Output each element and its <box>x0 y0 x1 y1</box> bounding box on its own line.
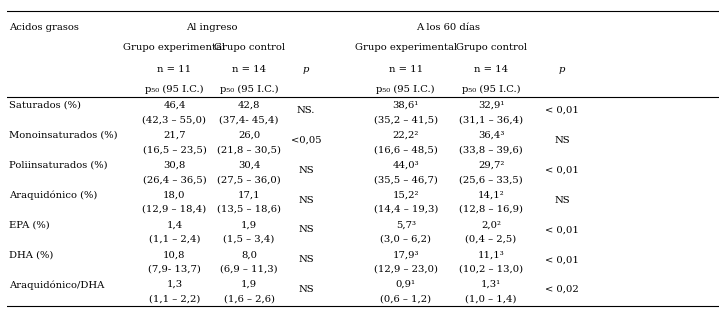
Text: (12,9 – 18,4): (12,9 – 18,4) <box>142 205 207 214</box>
Text: (37,4- 45,4): (37,4- 45,4) <box>219 115 279 124</box>
Text: (7,9- 13,7): (7,9- 13,7) <box>148 265 201 274</box>
Text: A los 60 días: A los 60 días <box>417 23 481 32</box>
Text: p₅₀ (95 I.C.): p₅₀ (95 I.C.) <box>462 85 521 94</box>
Text: (1,1 – 2,4): (1,1 – 2,4) <box>149 235 200 244</box>
Text: (12,9 – 23,0): (12,9 – 23,0) <box>374 265 438 274</box>
Text: n = 14: n = 14 <box>474 65 508 74</box>
Text: < 0,01: < 0,01 <box>545 166 579 175</box>
Text: n = 14: n = 14 <box>232 65 266 74</box>
Text: 1,9: 1,9 <box>241 280 257 289</box>
Text: (26,4 – 36,5): (26,4 – 36,5) <box>142 175 206 184</box>
Text: (16,5 – 23,5): (16,5 – 23,5) <box>142 145 206 154</box>
Text: < 0,01: < 0,01 <box>545 226 579 234</box>
Text: (3,0 – 6,2): (3,0 – 6,2) <box>380 235 431 244</box>
Text: (31,1 – 36,4): (31,1 – 36,4) <box>459 115 523 124</box>
Text: (0,6 – 1,2): (0,6 – 1,2) <box>380 295 431 303</box>
Text: Saturados (%): Saturados (%) <box>9 101 81 110</box>
Text: (27,5 – 36,0): (27,5 – 36,0) <box>217 175 281 184</box>
Text: (10,2 – 13,0): (10,2 – 13,0) <box>459 265 523 274</box>
Text: 11,1³: 11,1³ <box>478 250 505 259</box>
Text: p₅₀ (95 I.C.): p₅₀ (95 I.C.) <box>145 85 204 94</box>
Text: 30,8: 30,8 <box>163 161 186 170</box>
Text: 36,4³: 36,4³ <box>478 131 505 140</box>
Text: 17,9³: 17,9³ <box>393 250 419 259</box>
Text: p₅₀ (95 I.C.): p₅₀ (95 I.C.) <box>220 85 279 94</box>
Text: EPA (%): EPA (%) <box>9 220 50 229</box>
Text: (35,2 – 41,5): (35,2 – 41,5) <box>374 115 438 124</box>
Text: 8,0: 8,0 <box>241 250 257 259</box>
Text: Grupo experimental: Grupo experimental <box>123 43 226 52</box>
Text: 38,6¹: 38,6¹ <box>393 101 419 110</box>
Text: 2,0²: 2,0² <box>481 220 501 229</box>
Text: 1,3¹: 1,3¹ <box>481 280 501 289</box>
Text: 10,8: 10,8 <box>163 250 186 259</box>
Text: Al ingreso: Al ingreso <box>186 23 237 32</box>
Text: p: p <box>559 65 566 74</box>
Text: (25,6 – 33,5): (25,6 – 33,5) <box>459 175 523 184</box>
Text: (1,0 – 1,4): (1,0 – 1,4) <box>465 295 517 303</box>
Text: 17,1: 17,1 <box>238 191 261 200</box>
Text: (14,4 – 19,3): (14,4 – 19,3) <box>373 205 438 214</box>
Text: (6,9 – 11,3): (6,9 – 11,3) <box>221 265 278 274</box>
Text: DHA (%): DHA (%) <box>9 250 54 259</box>
Text: 1,4: 1,4 <box>166 220 182 229</box>
Text: p: p <box>303 65 309 74</box>
Text: Poliinsaturados (%): Poliinsaturados (%) <box>9 161 108 170</box>
Text: Grupo control: Grupo control <box>456 43 526 52</box>
Text: 26,0: 26,0 <box>238 131 261 140</box>
Text: 21,7: 21,7 <box>163 131 186 140</box>
Text: NS: NS <box>298 166 314 175</box>
Text: 44,0³: 44,0³ <box>392 161 419 170</box>
Text: 15,2²: 15,2² <box>393 191 419 200</box>
Text: 46,4: 46,4 <box>163 101 186 110</box>
Text: (21,8 – 30,5): (21,8 – 30,5) <box>217 145 281 154</box>
Text: (16,6 – 48,5): (16,6 – 48,5) <box>374 145 438 154</box>
Text: (42,3 – 55,0): (42,3 – 55,0) <box>142 115 206 124</box>
Text: (13,5 – 18,6): (13,5 – 18,6) <box>217 205 281 214</box>
Text: (35,5 – 46,7): (35,5 – 46,7) <box>374 175 438 184</box>
Text: 42,8: 42,8 <box>238 101 261 110</box>
Text: n = 11: n = 11 <box>158 65 192 74</box>
Text: (1,6 – 2,6): (1,6 – 2,6) <box>224 295 274 303</box>
Text: < 0,02: < 0,02 <box>545 285 579 294</box>
Text: NS: NS <box>555 136 570 145</box>
Text: 30,4: 30,4 <box>238 161 261 170</box>
Text: NS: NS <box>298 196 314 204</box>
Text: 1,9: 1,9 <box>241 220 257 229</box>
Text: <0,05: <0,05 <box>291 136 322 145</box>
Text: NS: NS <box>298 285 314 294</box>
Text: NS.: NS. <box>297 106 315 115</box>
Text: NS: NS <box>298 226 314 234</box>
Text: (1,1 – 2,2): (1,1 – 2,2) <box>149 295 200 303</box>
Text: 1,3: 1,3 <box>166 280 182 289</box>
Text: p₅₀ (95 I.C.): p₅₀ (95 I.C.) <box>376 85 435 94</box>
Text: NS: NS <box>298 255 314 264</box>
Text: < 0,01: < 0,01 <box>545 255 579 264</box>
Text: 18,0: 18,0 <box>163 191 186 200</box>
Text: 29,7²: 29,7² <box>478 161 505 170</box>
Text: (0,4 – 2,5): (0,4 – 2,5) <box>465 235 517 244</box>
Text: 5,7³: 5,7³ <box>396 220 416 229</box>
Text: 32,9¹: 32,9¹ <box>478 101 505 110</box>
Text: 22,2²: 22,2² <box>393 131 419 140</box>
Text: Acidos grasos: Acidos grasos <box>9 23 79 32</box>
Text: < 0,01: < 0,01 <box>545 106 579 115</box>
Text: (12,8 – 16,9): (12,8 – 16,9) <box>459 205 523 214</box>
Text: (33,8 – 39,6): (33,8 – 39,6) <box>459 145 523 154</box>
Text: Monoinsaturados (%): Monoinsaturados (%) <box>9 131 118 140</box>
Text: (1,5 – 3,4): (1,5 – 3,4) <box>224 235 275 244</box>
Text: 0,9¹: 0,9¹ <box>396 280 416 289</box>
Text: 14,1²: 14,1² <box>478 191 505 200</box>
Text: Grupo experimental: Grupo experimental <box>354 43 457 52</box>
Text: Grupo control: Grupo control <box>213 43 285 52</box>
Text: Araquidónico (%): Araquidónico (%) <box>9 191 98 200</box>
Text: Araquidónico/DHA: Araquidónico/DHA <box>9 280 105 289</box>
Text: n = 11: n = 11 <box>388 65 423 74</box>
Text: NS: NS <box>555 196 570 204</box>
